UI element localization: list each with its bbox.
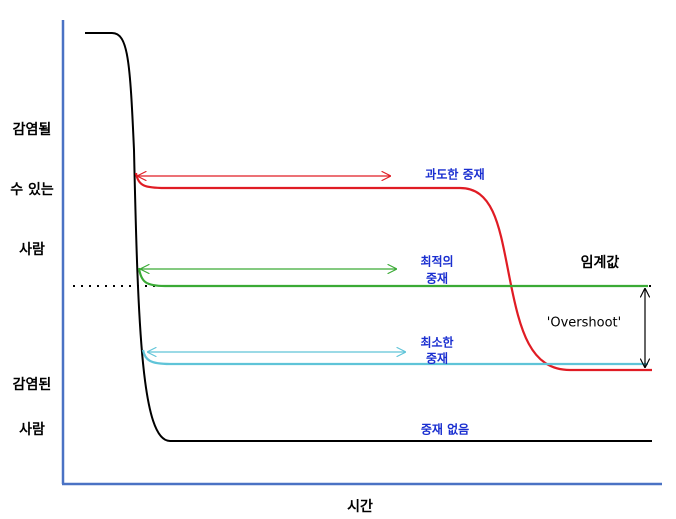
- curve-excessive: [134, 172, 652, 372]
- label-minimal: 중재: [426, 352, 448, 366]
- label-optimal: 중재: [426, 272, 448, 286]
- curve-minimal: [141, 349, 648, 366]
- x-label: 시간: [347, 498, 373, 515]
- y-label-top: 사람: [19, 242, 45, 258]
- label-optimal: 최적의: [420, 254, 453, 269]
- curve-optimal: [137, 267, 648, 288]
- y-label-top: 수 있는: [10, 182, 54, 198]
- label-none: 중재 없음: [421, 422, 469, 437]
- label-threshold: 임계값: [581, 255, 620, 271]
- y-label-bottom: 감염된: [13, 376, 52, 393]
- label-excessive: 과도한 중재: [425, 167, 484, 182]
- y-label-top: 감염될: [13, 121, 52, 138]
- label-overshoot: 'Overshoot': [547, 316, 621, 331]
- label-minimal: 최소한: [420, 335, 453, 350]
- curve-none: [85, 32, 652, 442]
- y-label-bottom: 사람: [19, 422, 45, 438]
